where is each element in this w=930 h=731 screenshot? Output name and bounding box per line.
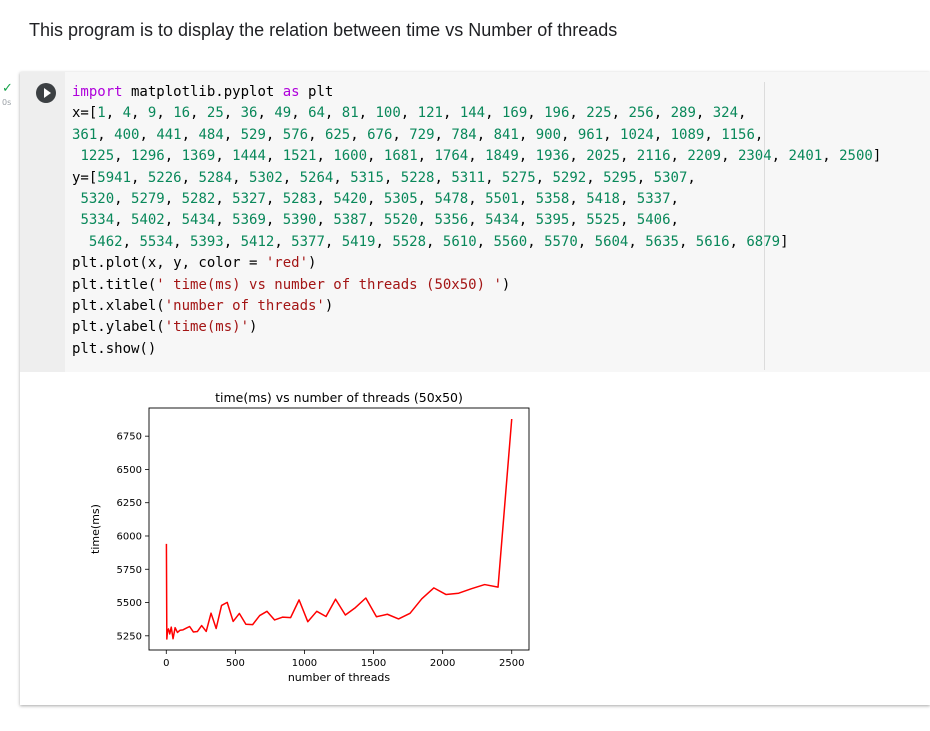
code-line: import matplotlib.pyplot as plt [72,84,334,100]
y-tick-label: 5750 [117,565,142,576]
x-tick-label: 1500 [361,658,386,669]
chart-title: time(ms) vs number of threads (50x50) [215,390,463,405]
code-line: plt.show() [72,340,157,357]
code-text[interactable]: import matplotlib.pyplot as plt x=[1, 4, … [72,82,881,360]
x-tick-label: 2000 [430,658,455,669]
editor-ruler [764,82,765,370]
markdown-text: This program is to display the relation … [29,20,618,40]
run-cell-button[interactable] [36,83,56,103]
output-area: time(ms) vs number of threads (50x50) 0 50… [20,372,930,705]
x-tick-label: 2500 [499,658,524,669]
x-tick-label: 0 [163,658,169,669]
code-line: plt.xlabel('number of threads') [72,298,334,315]
code-line: 1225, 1296, 1369, 1444, 1521, 1600, 1681… [80,148,882,165]
code-line: 5334, 5402, 5434, 5369, 5390, 5387, 5520… [80,212,679,229]
y-tick-label: 6750 [117,432,142,443]
y-tick-label: 5250 [117,631,142,642]
axes-frame [148,407,530,651]
x-tick-label: 1000 [292,658,317,669]
code-line: 5320, 5279, 5282, 5327, 5283, 5420, 5305… [80,191,679,208]
line-chart: time(ms) vs number of threads (50x50) 0 50… [89,390,530,684]
code-line: plt.ylabel('time(ms)') [72,319,258,336]
y-tick-label: 6500 [117,465,142,476]
code-line: 5462, 5534, 5393, 5412, 5377, 5419, 5528… [88,233,789,250]
code-line: 361, 400, 441, 484, 529, 576, 625, 676, … [72,126,764,143]
code-line: y=[5941, 5226, 5284, 5302, 5264, 5315, 5… [72,169,696,186]
cell-status: ✓ 0s [2,82,20,107]
y-axis-label: time(ms) [89,504,102,554]
code-editor[interactable]: import matplotlib.pyplot as plt x=[1, 4, … [65,72,930,372]
check-icon: ✓ [2,81,13,96]
cell-gutter [20,72,65,372]
y-tick-label: 5500 [117,598,142,609]
code-line: plt.plot(x, y, color = 'red') [72,255,317,272]
code-line: plt.title(' time(ms) vs number of thread… [72,276,511,293]
code-line: x=[1, 4, 9, 16, 25, 36, 49, 64, 81, 100,… [72,105,747,122]
y-tick-label: 6250 [117,498,142,509]
x-tick-label: 500 [226,658,245,669]
y-tick-label: 6000 [117,531,142,542]
execution-time: 0s [2,98,12,107]
text-cell: This program is to display the relation … [29,20,617,41]
series-line [165,418,513,640]
x-axis-label: number of threads [288,671,391,684]
